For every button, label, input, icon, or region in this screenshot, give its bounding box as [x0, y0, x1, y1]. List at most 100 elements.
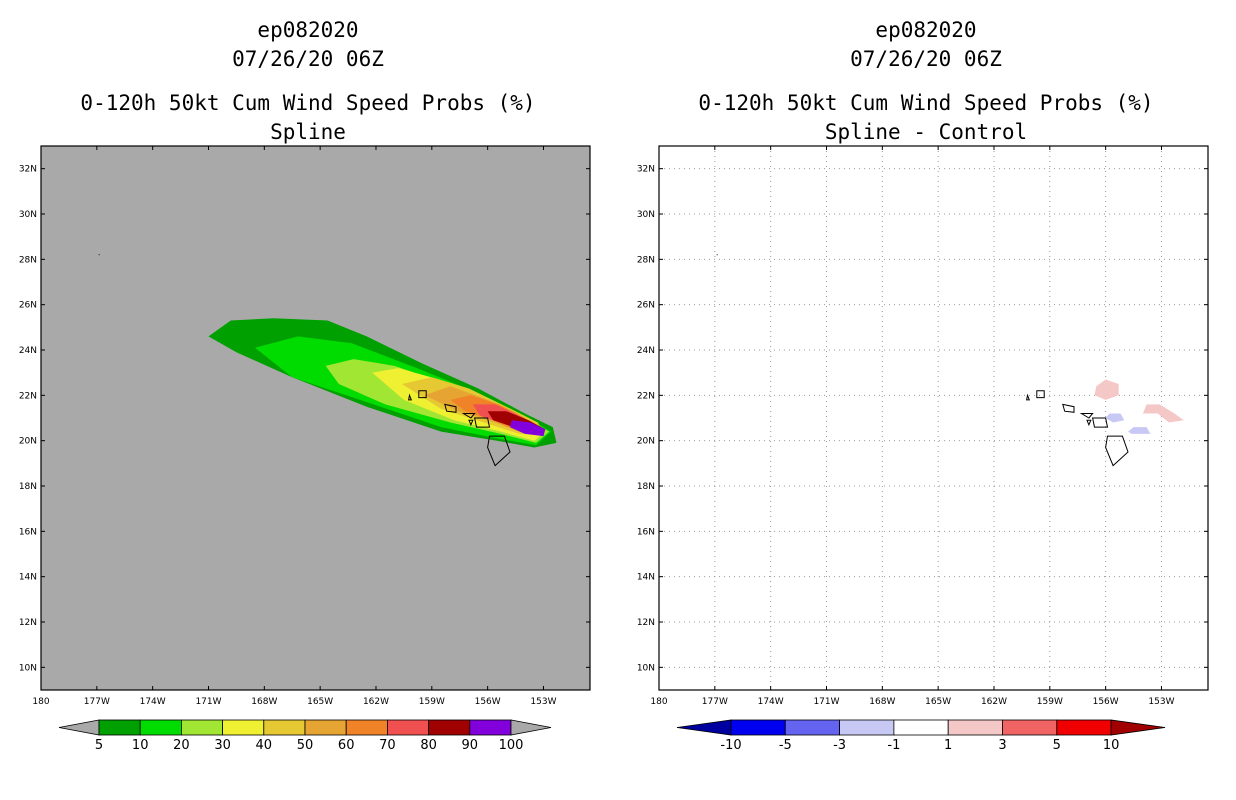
y-tick-label: 18N	[19, 482, 37, 492]
coastline-island	[1036, 390, 1045, 399]
contour-level-70	[472, 404, 540, 434]
contour-level-60	[450, 395, 538, 432]
contour-level-1	[1094, 379, 1119, 400]
colorbar-swatch	[345, 719, 388, 736]
colorbar-swatch	[784, 719, 840, 736]
colorbar-label: 5	[1053, 738, 1061, 753]
y-tick-label: 16N	[19, 527, 37, 537]
contour-level-1	[1142, 404, 1184, 423]
y-tick-label: 10N	[637, 663, 655, 673]
colorbar-label: 30	[214, 738, 231, 753]
forecast-datetime: 07/26/20 06Z	[232, 47, 384, 71]
colorbar-swatch	[222, 719, 265, 736]
colorbar-swatch	[263, 719, 306, 736]
right-panel-subtitle: 0-120h 50kt Cum Wind Speed Probs (%) Spl…	[646, 89, 1206, 147]
y-tick-label: 12N	[19, 618, 37, 628]
colorbar-label: 60	[338, 738, 355, 753]
colorbar-over-arrow	[510, 719, 552, 736]
colorbar-label: 100	[499, 738, 524, 753]
contour-level-neg1	[1128, 427, 1151, 434]
contour-level-80	[487, 411, 546, 434]
contour-level-neg1	[1105, 413, 1125, 423]
run-name: Spline - Control	[824, 120, 1028, 144]
y-tick-label: 22N	[19, 391, 37, 401]
y-tick-label: 14N	[19, 573, 37, 583]
y-tick-label: 24N	[19, 346, 37, 356]
colorbar-over-arrow	[1110, 719, 1166, 736]
coastline-island	[1025, 393, 1031, 401]
y-tick-label: 18N	[637, 482, 655, 492]
colorbar-swatch	[98, 719, 141, 736]
y-tick-label: 12N	[637, 618, 655, 628]
y-tick-label: 28N	[637, 255, 655, 265]
map-panel-2: 10N 12N 14N 16N 18N 20N 22N 24N 26N 28N 30N 32N 180 1…	[637, 145, 1209, 707]
colorbar-label: 1	[944, 738, 952, 753]
y-tick-label: 14N	[637, 573, 655, 583]
y-tick-label: 28N	[19, 255, 37, 265]
x-tick-label: 159W	[419, 697, 445, 707]
coastline-island	[461, 413, 476, 419]
colorbar-label: 20	[173, 738, 190, 753]
colorbar-under-arrow	[58, 719, 100, 736]
coastline-island	[1105, 435, 1129, 467]
colorbar-label: -3	[833, 738, 846, 753]
storm-id: ep082020	[257, 18, 359, 42]
coastline-island	[407, 393, 413, 401]
y-tick-label: 32N	[637, 165, 655, 175]
x-tick-label: 165W	[307, 697, 333, 707]
colorbar-swatch	[893, 719, 949, 736]
x-tick-label: 174W	[758, 697, 784, 707]
colorbar-label: 5	[95, 738, 103, 753]
colorbar-1: 5 10 20 30 40 50 60 70 80 90 100	[58, 719, 552, 753]
y-tick-label: 26N	[19, 301, 37, 311]
y-tick-label: 10N	[19, 663, 37, 673]
map-background	[659, 146, 1208, 690]
coastline-island	[444, 403, 457, 413]
contour-level-30	[372, 368, 546, 441]
colorbar-label: -5	[779, 738, 792, 753]
colorbar-under-arrow	[676, 719, 732, 736]
coastline-island	[468, 419, 474, 427]
map-panel-1: 10N 12N 14N 16N 18N 20N 22N 24N 26N 28N 30N 32N 180 1…	[19, 145, 591, 707]
colorbar-label: -10	[720, 738, 741, 753]
x-tick-label: 165W	[925, 697, 951, 707]
colorbar-label: 40	[256, 738, 273, 753]
product-name: 0-120h 50kt Cum Wind Speed Probs (%)	[80, 91, 536, 115]
product-name: 0-120h 50kt Cum Wind Speed Probs (%)	[698, 91, 1154, 115]
coastline-island	[418, 390, 427, 399]
colorbar-label: 80	[420, 738, 437, 753]
storm-id: ep082020	[875, 18, 977, 42]
coastline-island	[1062, 403, 1075, 413]
contour-level-50	[424, 386, 538, 434]
x-tick-label: 171W	[813, 697, 839, 707]
colorbar-swatch	[304, 719, 347, 736]
y-tick-label: 26N	[637, 301, 655, 311]
coastline-island	[487, 435, 511, 467]
run-name: Spline	[270, 120, 346, 144]
colorbar-swatch	[386, 719, 429, 736]
x-tick-label: 180	[650, 697, 667, 707]
colorbar-label: -1	[887, 738, 900, 753]
colorbar-2: -10 -5 -3 -1 1 3 5 10	[676, 719, 1166, 753]
colorbar-label: 10	[1103, 738, 1120, 753]
x-tick-label: 168W	[251, 697, 277, 707]
x-tick-label: 174W	[140, 697, 166, 707]
y-tick-label: 30N	[637, 210, 655, 220]
x-tick-label: 162W	[981, 697, 1007, 707]
contour-level-40	[402, 377, 544, 434]
colorbar-label: 70	[379, 738, 396, 753]
map-frame	[40, 145, 591, 691]
x-tick-label: 156W	[475, 697, 501, 707]
right-panel-title: ep082020 07/26/20 06Z	[646, 16, 1206, 74]
y-tick-label: 20N	[19, 437, 37, 447]
colorbar-swatch	[180, 719, 223, 736]
colorbar-swatch	[730, 719, 786, 736]
y-tick-label: 30N	[19, 210, 37, 220]
forecast-datetime: 07/26/20 06Z	[850, 47, 1002, 71]
x-tick-label: 159W	[1037, 697, 1063, 707]
colorbar-swatch	[1002, 719, 1058, 736]
colorbar-swatch	[139, 719, 182, 736]
contour-level-10	[255, 336, 551, 446]
contour-level-90	[510, 420, 546, 437]
colorbar-label: 90	[462, 738, 479, 753]
